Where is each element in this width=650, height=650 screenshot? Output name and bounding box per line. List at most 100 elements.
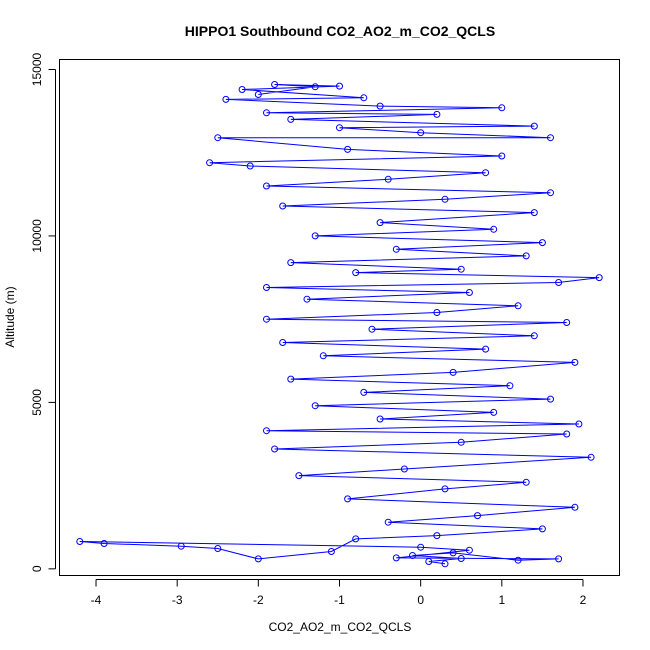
data-point xyxy=(433,309,441,316)
data-point xyxy=(352,535,360,543)
data-point xyxy=(287,259,295,267)
data-point xyxy=(457,438,465,446)
data-point xyxy=(449,549,457,557)
data-point xyxy=(530,122,538,130)
data-point xyxy=(303,295,311,303)
data-point xyxy=(547,134,554,142)
data-point xyxy=(311,83,319,91)
data-point xyxy=(287,115,295,123)
data-point xyxy=(319,352,327,360)
series-group xyxy=(76,81,603,568)
data-point xyxy=(327,548,335,555)
data-point xyxy=(538,525,546,533)
series-points xyxy=(76,81,603,568)
x-axis-label: CO2_AO2_m_CO2_QCLS xyxy=(269,620,412,634)
data-point xyxy=(360,388,368,396)
data-point xyxy=(214,545,222,552)
data-point xyxy=(465,289,473,296)
data-point xyxy=(457,555,465,562)
data-point xyxy=(376,219,384,227)
data-point xyxy=(571,503,579,511)
data-point xyxy=(457,265,465,273)
data-point xyxy=(287,375,295,383)
y-tick-label: 5000 xyxy=(30,389,44,416)
data-point xyxy=(425,558,433,565)
data-point xyxy=(449,368,457,376)
data-point xyxy=(571,358,579,366)
data-point xyxy=(271,81,279,88)
data-point xyxy=(100,540,108,547)
data-point xyxy=(563,430,571,438)
data-point xyxy=(214,134,222,142)
data-point xyxy=(563,319,571,326)
data-point xyxy=(547,395,554,403)
x-axis: -4 -3 -2 -1 0 1 2 xyxy=(91,579,587,607)
data-point xyxy=(263,109,270,117)
data-point xyxy=(595,274,603,282)
data-point xyxy=(441,485,449,493)
data-point xyxy=(206,159,214,167)
data-point xyxy=(506,382,514,390)
data-point xyxy=(263,315,270,323)
data-point xyxy=(522,478,530,486)
data-point xyxy=(575,420,583,428)
data-point xyxy=(400,465,408,473)
x-tick-label: 2 xyxy=(580,593,587,607)
data-point xyxy=(392,245,400,253)
data-point xyxy=(498,104,506,112)
y-axis-label: Altitude (m) xyxy=(3,286,17,347)
data-point xyxy=(522,252,530,260)
data-point xyxy=(514,302,522,310)
data-point xyxy=(222,95,230,103)
data-point xyxy=(263,182,270,190)
data-point xyxy=(177,542,185,550)
data-point xyxy=(311,402,319,410)
data-point xyxy=(360,94,368,102)
data-point xyxy=(482,169,490,177)
data-point xyxy=(465,546,473,554)
data-point xyxy=(409,552,416,559)
data-point xyxy=(368,325,376,333)
chart-title: HIPPO1 Southbound CO2_AO2_m_CO2_QCLS xyxy=(185,23,495,39)
x-tick-label: -2 xyxy=(253,593,264,607)
data-point xyxy=(336,124,343,132)
data-point xyxy=(392,554,400,562)
data-point xyxy=(490,408,498,416)
data-point xyxy=(263,284,270,291)
data-point xyxy=(246,162,254,170)
data-point xyxy=(336,82,343,90)
data-point xyxy=(555,555,563,563)
data-point xyxy=(344,145,352,153)
data-point xyxy=(271,445,279,453)
data-point xyxy=(433,110,441,118)
data-point xyxy=(587,453,595,461)
data-point xyxy=(295,472,303,480)
data-point xyxy=(514,556,522,564)
data-point xyxy=(263,427,270,435)
data-point xyxy=(538,239,546,247)
data-point xyxy=(238,86,246,93)
data-point xyxy=(474,512,481,520)
data-point xyxy=(254,555,262,563)
data-point xyxy=(433,532,441,540)
data-point xyxy=(547,189,554,197)
y-tick-label: 0 xyxy=(30,565,44,572)
data-point xyxy=(76,538,84,545)
data-point xyxy=(376,415,384,423)
data-point xyxy=(555,279,563,286)
y-tick-label: 15000 xyxy=(30,52,44,86)
data-point xyxy=(344,495,352,503)
y-tick-label: 10000 xyxy=(30,219,44,253)
data-point xyxy=(384,175,392,183)
y-axis: 0 5000 10000 15000 xyxy=(30,52,56,572)
data-point xyxy=(279,339,287,346)
x-tick-label: -3 xyxy=(172,593,183,607)
data-point xyxy=(530,332,538,340)
data-point xyxy=(441,195,449,203)
data-point xyxy=(417,129,425,137)
data-point xyxy=(352,269,360,277)
data-point xyxy=(384,518,392,526)
plot-frame xyxy=(59,59,620,576)
data-point xyxy=(311,232,319,240)
